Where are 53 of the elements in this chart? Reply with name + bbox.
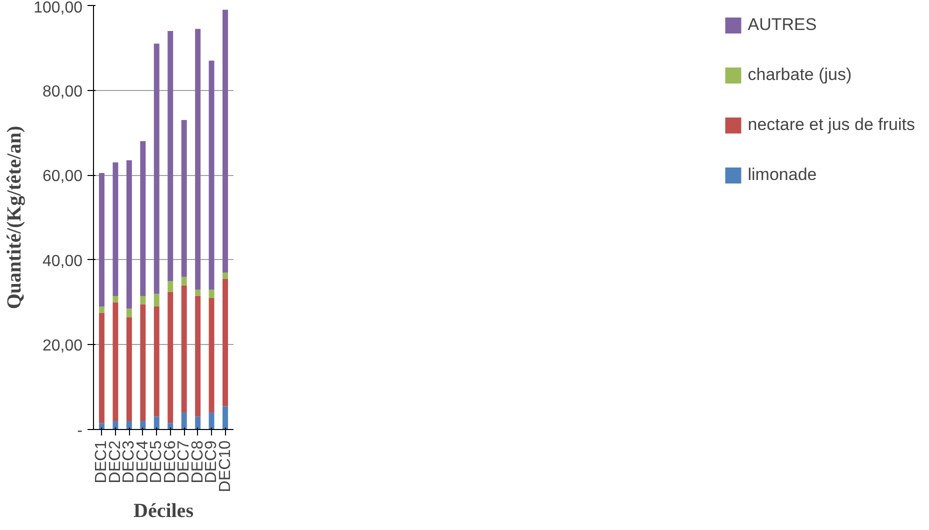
bar bbox=[154, 294, 160, 307]
bar bbox=[154, 306, 160, 417]
bar bbox=[181, 412, 187, 430]
bar bbox=[112, 421, 118, 430]
bar bbox=[222, 10, 228, 273]
bar bbox=[140, 141, 146, 296]
bar bbox=[195, 296, 201, 417]
bar bbox=[112, 162, 118, 296]
y-tick-label: 20,00 bbox=[42, 338, 83, 355]
x-axis-title: Déciles bbox=[134, 500, 194, 522]
bar bbox=[222, 406, 228, 430]
bar bbox=[154, 416, 160, 430]
bar bbox=[181, 120, 187, 277]
y-tick-label: 80,00 bbox=[42, 83, 83, 100]
legend-label: nectare et jus de fruits bbox=[748, 115, 915, 135]
bar bbox=[208, 290, 214, 298]
bar bbox=[168, 423, 174, 430]
x-tick-label: DEC10 bbox=[216, 440, 234, 492]
bar bbox=[126, 308, 132, 318]
bar bbox=[126, 160, 132, 309]
bar bbox=[140, 421, 146, 430]
bar bbox=[168, 292, 174, 424]
bar bbox=[195, 290, 201, 296]
bar bbox=[222, 272, 228, 279]
bar bbox=[168, 281, 174, 292]
legend-label: AUTRES bbox=[748, 15, 817, 35]
bar bbox=[98, 423, 104, 430]
legend-label: limonade bbox=[748, 165, 817, 185]
bar bbox=[140, 296, 146, 304]
y-tick-label: - bbox=[77, 422, 82, 440]
bar bbox=[154, 44, 160, 294]
bar bbox=[126, 421, 132, 430]
y-tick-label: 100,00 bbox=[34, 0, 83, 16]
bar bbox=[208, 412, 214, 430]
legend-label: charbate (jus) bbox=[748, 65, 852, 85]
bar bbox=[98, 306, 104, 313]
bar bbox=[195, 416, 201, 430]
bar bbox=[112, 302, 118, 422]
y-tick-label: 40,00 bbox=[42, 252, 83, 270]
bar bbox=[98, 312, 104, 424]
bar bbox=[140, 304, 146, 422]
bar bbox=[195, 28, 201, 290]
bar bbox=[168, 30, 174, 282]
bar bbox=[181, 285, 187, 413]
bar bbox=[126, 317, 132, 422]
bar bbox=[112, 296, 118, 302]
bar bbox=[98, 172, 104, 307]
bar bbox=[181, 276, 187, 286]
bar bbox=[208, 298, 214, 413]
bar bbox=[222, 278, 228, 406]
bar bbox=[208, 60, 214, 290]
y-axis-title: Quantité/(Kg/tête/an) bbox=[4, 126, 26, 310]
y-tick-label: 60,00 bbox=[42, 168, 83, 186]
